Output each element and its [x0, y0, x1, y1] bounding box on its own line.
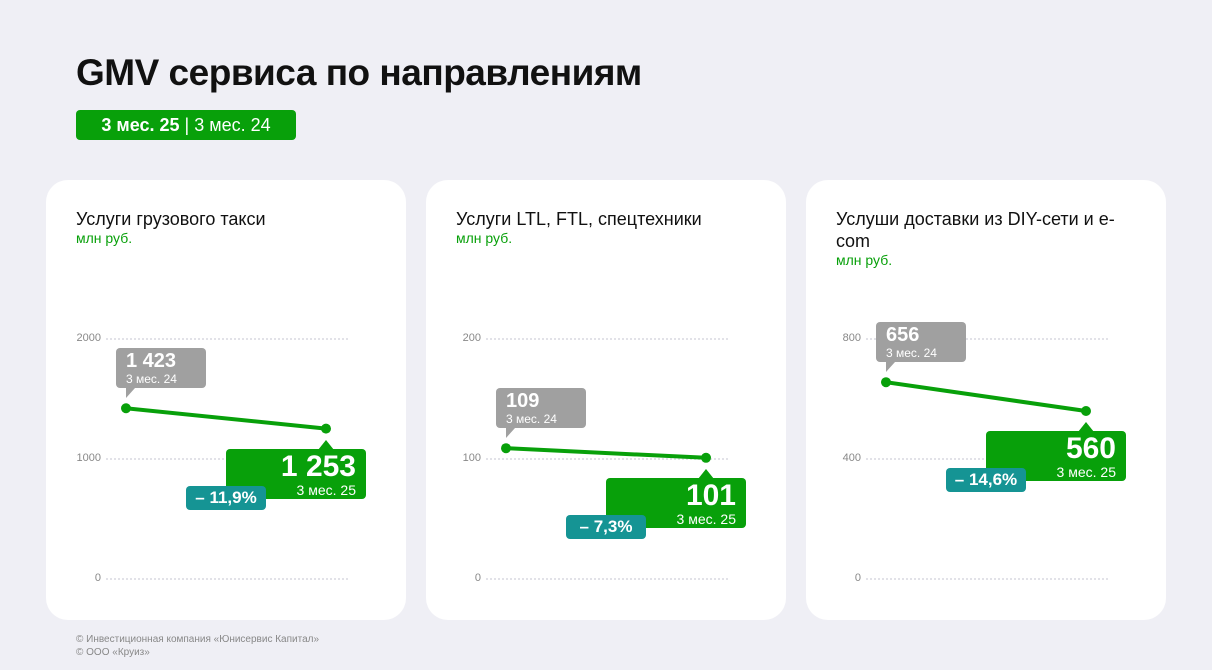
data-point	[881, 377, 891, 388]
chart-title: Услуги грузового такси млн руб.	[76, 208, 376, 246]
change-badge: – 11,9%	[186, 485, 266, 510]
chart-unit: млн руб.	[836, 252, 893, 268]
y-tick-label: 1000	[76, 452, 101, 464]
period: 3 мес. 25	[296, 481, 356, 498]
data-point	[1081, 406, 1091, 416]
period: 3 мес. 24	[126, 372, 177, 387]
current-value-label: 560 3 мес. 25	[986, 422, 1126, 481]
previous-value-label: 109 3 мес. 24	[496, 388, 586, 439]
line-series	[501, 443, 711, 463]
gridline	[106, 578, 348, 580]
gridline	[106, 338, 348, 340]
previous-value-label: 656 3 мес. 24	[876, 322, 966, 373]
value: 109	[506, 390, 540, 413]
period-previous: 3 мес. 24	[194, 114, 271, 135]
plot-area: 0 100 200 109 3 мес. 24 101 3 мес. 25 – 7,3%	[426, 180, 786, 620]
value: 560	[1065, 432, 1116, 465]
y-tick-label: 800	[842, 332, 861, 344]
period: 3 мес. 25	[1056, 464, 1116, 480]
chart-card: Услуги грузового такси млн руб. 0 1000 2000 1…	[46, 180, 406, 620]
chart-card: Услуши доставки из DIY-сети и e-com млн р…	[806, 180, 1166, 620]
y-tick-label: 100	[462, 452, 481, 464]
line-series	[881, 377, 1091, 416]
footer-copyright-2: © ООО «Круиз»	[76, 647, 150, 658]
value: 1 423	[126, 350, 177, 373]
period-current: 3 мес. 25	[101, 114, 180, 135]
chart-card: Услуги LTL, FTL, спецтехники млн руб. 0 100…	[426, 180, 786, 620]
previous-value-label: 1 423 3 мес. 24	[116, 348, 206, 399]
y-tick-label: 0	[94, 572, 101, 584]
series-line	[885, 380, 1087, 413]
footer: © Инвестиционная компания «Юнисервис Кап…	[76, 633, 319, 659]
plot-area: 0 400 800 656 3 мес. 24 560 3 мес. 25– 14,6%	[806, 180, 1166, 620]
chart-title-text: Услуги LTL, FTL, спецтехники	[456, 209, 702, 229]
y-tick-label: 200	[462, 332, 481, 344]
gridline	[486, 338, 728, 340]
value: 1 253	[280, 449, 356, 483]
period: 3 мес. 25	[676, 510, 736, 527]
data-point	[501, 443, 511, 454]
y-tick-label: 2000	[76, 332, 101, 344]
value: 656	[886, 324, 920, 347]
y-tick-label: 400	[842, 452, 861, 464]
change-badge: – 14,6%	[946, 468, 1026, 492]
data-point	[321, 423, 331, 434]
footer-copyright-1: © Инвестиционная компания «Юнисервис Кап…	[76, 634, 320, 645]
chart-unit: млн руб.	[456, 230, 513, 246]
chart-unit: млн руб.	[76, 230, 133, 246]
period-separator: |	[184, 114, 190, 135]
plot-area: 0 1000 2000 1 423 3 мес. 24 1 253 3 мес. 25 – 1…	[46, 180, 406, 620]
page-title: GMV сервиса по направлениям	[76, 52, 642, 93]
y-tick-label: 0	[854, 572, 861, 584]
gridline	[486, 578, 728, 580]
chart-title-text: Услуши доставки из DIY-сети и e-com	[836, 209, 1115, 251]
chart-title: Услуги LTL, FTL, спецтехники млн руб.	[456, 208, 756, 246]
series-line	[505, 446, 707, 460]
data-point	[121, 403, 131, 414]
gridline	[486, 458, 728, 460]
gridline	[866, 338, 1108, 340]
change-badge: – 7,3%	[566, 514, 646, 539]
value: 101	[685, 478, 736, 512]
series-line	[125, 406, 327, 431]
period: 3 мес. 24	[506, 412, 557, 427]
y-tick-label: 0	[474, 572, 481, 584]
chart-title-text: Услуги грузового такси	[76, 209, 266, 229]
period: 3 мес. 24	[886, 346, 937, 361]
period-badge: 3 мес. 25 | 3 мес. 24	[76, 110, 296, 140]
data-point	[701, 452, 711, 463]
gridline	[866, 578, 1108, 580]
chart-title: Услуши доставки из DIY-сети и e-com млн р…	[836, 208, 1136, 268]
line-series	[121, 403, 331, 434]
